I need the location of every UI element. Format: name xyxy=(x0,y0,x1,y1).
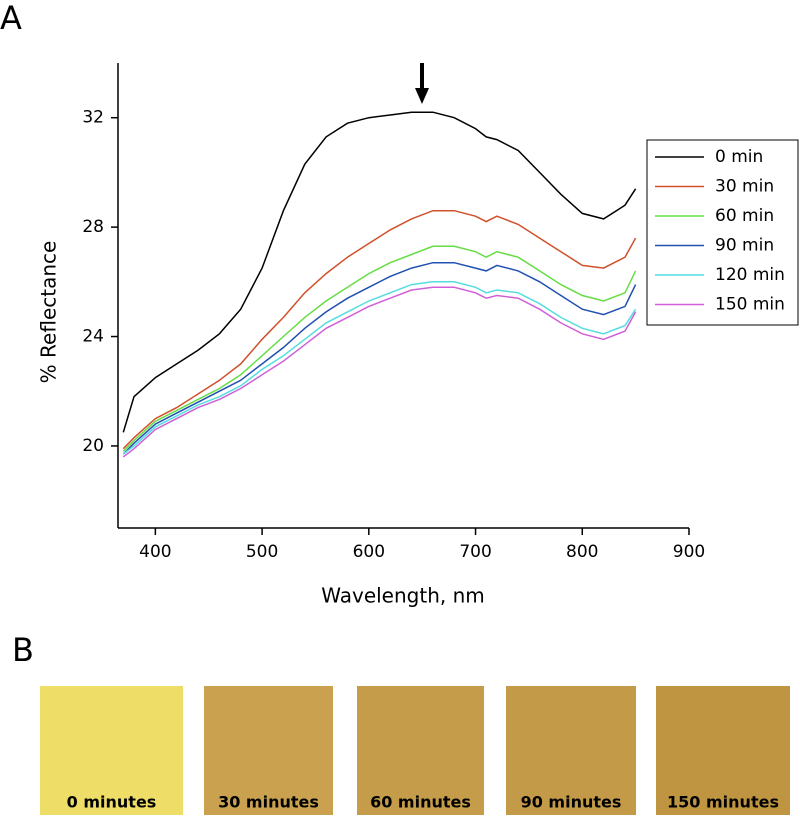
swatch xyxy=(204,686,333,815)
x-axis-title: Wavelength, nm xyxy=(321,584,485,608)
swatch xyxy=(357,686,484,815)
series-line xyxy=(122,281,637,455)
y-tick-label: 24 xyxy=(82,327,104,347)
swatch-label: 90 minutes xyxy=(521,793,622,812)
legend-label: 0 min xyxy=(715,147,763,167)
swatch-label: 60 minutes xyxy=(370,793,471,812)
legend-label: 120 min xyxy=(715,265,785,285)
panel-label: A xyxy=(0,0,22,37)
panel-label: B xyxy=(12,631,34,669)
y-axis-title: % Reflectance xyxy=(37,241,61,384)
series-line xyxy=(122,286,637,458)
x-tick-label: 500 xyxy=(246,542,278,562)
y-tick-label: 20 xyxy=(82,436,104,456)
swatch xyxy=(40,686,183,815)
arrow xyxy=(415,63,429,104)
legend-label: 30 min xyxy=(715,177,774,197)
legend-box xyxy=(646,139,799,326)
x-tick-label: 900 xyxy=(673,542,705,562)
y-tick-label: 32 xyxy=(82,108,104,128)
legend-label: 60 min xyxy=(715,206,774,226)
x-tick-label: 400 xyxy=(139,542,171,562)
series-line xyxy=(122,245,637,452)
x-tick-label: 700 xyxy=(459,542,491,562)
series-line xyxy=(122,111,637,433)
swatch-label: 150 minutes xyxy=(667,793,779,812)
swatch-label: 30 minutes xyxy=(218,793,319,812)
x-tick-label: 600 xyxy=(353,542,385,562)
swatch xyxy=(656,686,790,815)
y-tick-label: 28 xyxy=(82,217,104,237)
legend-label: 90 min xyxy=(715,236,774,256)
x-tick-label: 800 xyxy=(566,542,598,562)
series-line xyxy=(122,261,637,455)
swatch xyxy=(506,686,636,815)
swatch-label: 0 minutes xyxy=(67,793,157,812)
series-line xyxy=(122,209,637,450)
legend-label: 150 min xyxy=(715,295,785,315)
